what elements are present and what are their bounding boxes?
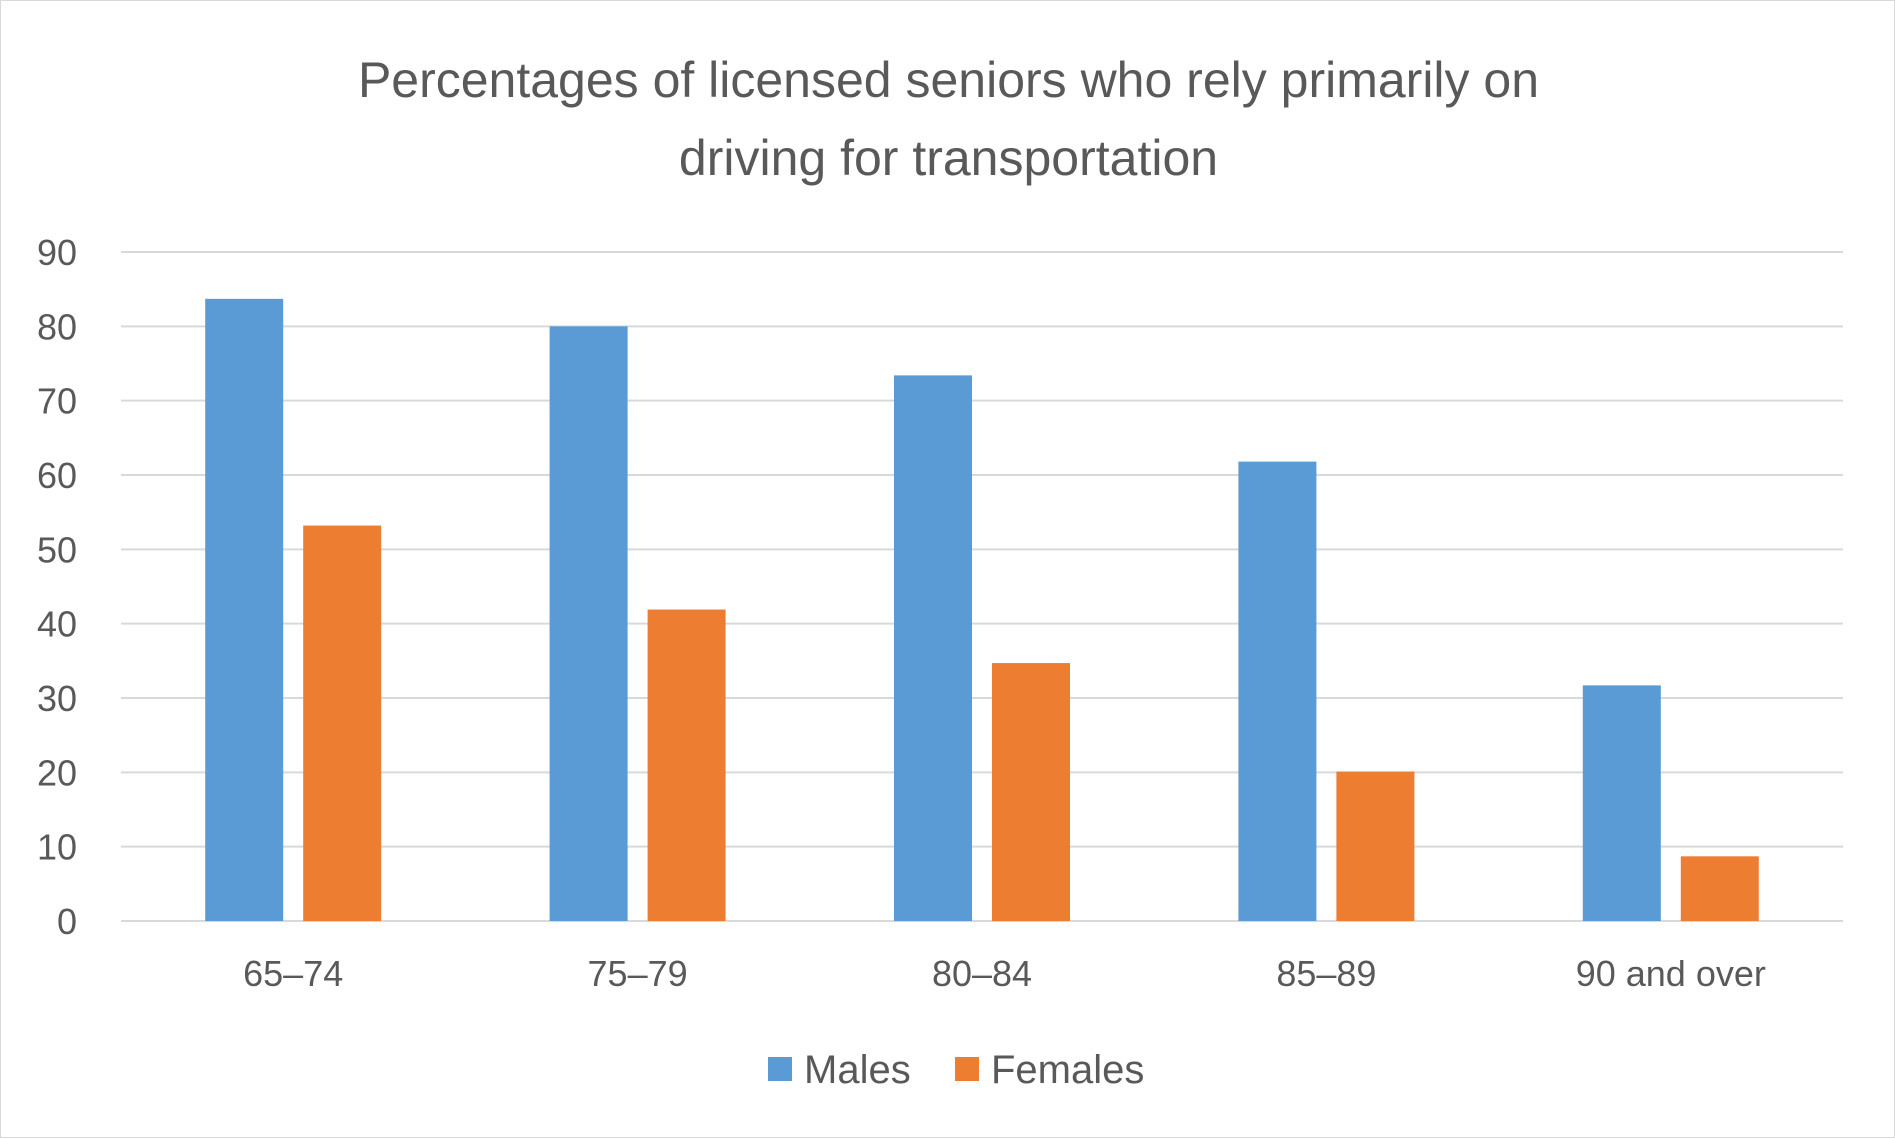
x-tick-label: 80–84: [932, 953, 1032, 994]
x-tick-label: 85–89: [1276, 953, 1376, 994]
legend-label-males: Males: [804, 1048, 911, 1092]
x-tick-label: 65–74: [243, 953, 343, 994]
bar-males: [549, 326, 628, 921]
y-tick-label: 0: [57, 901, 77, 942]
chart-title-line-2: driving for transportation: [678, 130, 1219, 186]
y-tick-label: 90: [37, 232, 77, 273]
legend-label-females: Females: [991, 1048, 1144, 1092]
y-tick-label: 50: [37, 529, 77, 570]
y-tick-label: 20: [37, 752, 77, 793]
bar-males: [1582, 685, 1661, 921]
bar-females: [992, 663, 1070, 921]
bar-females: [647, 609, 726, 921]
bar-males: [205, 298, 284, 922]
y-tick-label: 80: [37, 306, 77, 347]
chart-title-line-1: Percentages of licensed seniors who rely…: [357, 52, 1540, 108]
bar-females: [1680, 856, 1759, 921]
legend-swatch-females: [955, 1057, 979, 1081]
y-tick-label: 60: [37, 455, 77, 496]
x-tick-label: 75–79: [588, 953, 688, 994]
bar-males: [1238, 461, 1317, 921]
bar-females: [303, 525, 382, 921]
legend-swatch-males: [768, 1057, 792, 1081]
x-tick-label: 90 and over: [1576, 953, 1766, 994]
bar-females: [1336, 771, 1415, 921]
y-tick-label: 10: [37, 827, 77, 868]
y-tick-label: 40: [37, 604, 77, 645]
bar-males: [894, 375, 972, 922]
y-tick-label: 70: [37, 381, 77, 422]
y-tick-label: 30: [37, 678, 77, 719]
